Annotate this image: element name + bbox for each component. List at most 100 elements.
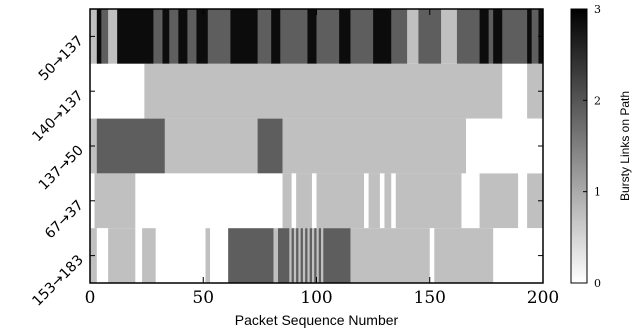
heatmap-cell (96, 9, 102, 64)
heatmap-cell (311, 173, 317, 229)
heatmap-cell (309, 228, 313, 283)
heatmap-cell (257, 9, 272, 64)
heatmap-cell (391, 173, 397, 229)
heatmap-cell (531, 9, 539, 64)
heatmap-cell (493, 9, 503, 64)
heatmap-cell (153, 9, 163, 64)
heatmap-cell (350, 228, 431, 283)
heatmap-cell (527, 63, 544, 119)
heatmap-cells (90, 9, 544, 283)
heatmap-cell (441, 9, 458, 64)
heatmap-cell (296, 173, 313, 229)
heatmap-cell (155, 228, 206, 283)
heatmap-cell (291, 173, 297, 229)
heatmap-cell (298, 228, 302, 283)
heatmap-cell (316, 173, 365, 229)
y-tick-label: 50→137 (36, 33, 87, 84)
heatmap-cell (434, 228, 494, 283)
colorbar-tick-label: 1 (594, 186, 601, 199)
heatmap-cell (196, 9, 209, 64)
x-tick-label: 200 (527, 288, 559, 308)
colorbar-label: Bursty Links on Path (618, 91, 632, 201)
heatmap-cell (162, 9, 170, 64)
heatmap-cell (108, 9, 118, 64)
heatmap-cell (321, 228, 324, 283)
x-tick-label: 150 (414, 288, 446, 308)
heatmap-cell (502, 9, 528, 64)
y-tick-label: 137→50 (36, 143, 87, 194)
heatmap-cell (305, 228, 308, 283)
heatmap-cell (117, 9, 154, 64)
heatmap-cell (379, 173, 385, 229)
x-tick-label: 0 (85, 288, 96, 308)
y-tick-label: 67→37 (42, 197, 87, 242)
heatmap-cell (142, 228, 157, 283)
heatmap-cell (101, 9, 109, 64)
heatmap-cell (96, 118, 166, 174)
heatmap-cell (135, 228, 143, 283)
heatmap-cell (518, 173, 528, 229)
heatmap-cell (273, 228, 279, 283)
heatmap-cell (373, 9, 392, 64)
heatmap-cell (90, 63, 145, 119)
heatmap-cell (350, 9, 374, 64)
heatmap-cell (307, 228, 311, 283)
heatmap-cell (318, 228, 322, 283)
heatmap-cell (207, 9, 231, 64)
heatmap-cell (230, 9, 259, 64)
heatmap-cell (205, 228, 211, 283)
heatmap-cell (479, 173, 519, 229)
heatmap-cell (144, 63, 503, 119)
colorbar (570, 8, 588, 284)
x-axis-label: Packet Sequence Number (235, 312, 399, 328)
heatmap-cell (289, 228, 292, 283)
heatmap-cell (493, 228, 544, 283)
colorbar-tick-label: 3 (594, 3, 601, 16)
heatmap-cell (364, 173, 369, 229)
heatmap-cell (178, 9, 188, 64)
heatmap-cell (94, 173, 136, 229)
heatmap-cell (307, 9, 317, 64)
heatmap-cell (488, 9, 494, 64)
heatmap-cell (210, 228, 229, 283)
heatmap-cell (164, 118, 259, 174)
heatmap-cell (418, 9, 442, 64)
heatmap-cell (323, 228, 351, 283)
heatmap-cell (187, 9, 197, 64)
heatmap-cell (302, 228, 306, 283)
heatmap-cell (271, 9, 281, 64)
heatmap-cell (395, 173, 462, 229)
heatmap-cell (291, 228, 295, 283)
heatmap-cell (479, 9, 490, 64)
heatmap-cell (456, 9, 480, 64)
heatmap-cell (293, 228, 297, 283)
heatmap-cell (96, 228, 109, 283)
y-tick-label: 153→183 (29, 252, 86, 309)
heatmap-cell (316, 9, 340, 64)
heatmap-cell (300, 228, 304, 283)
heatmap-cell (461, 173, 480, 229)
heatmap-cell (368, 173, 381, 229)
heatmap-cell (407, 9, 419, 64)
heatmap-cell (228, 228, 274, 283)
heatmap-cell (108, 228, 136, 283)
heatmap-cell (384, 173, 392, 229)
heatmap-cell (316, 228, 320, 283)
x-tick-label: 100 (300, 288, 332, 308)
x-tick-label: 50 (192, 288, 214, 308)
colorbar-tick-label: 2 (594, 94, 601, 107)
heatmap-cell (429, 228, 435, 283)
heatmap-cell (527, 173, 544, 229)
heatmap-cell (502, 63, 528, 119)
heatmap-cell (169, 9, 179, 64)
heatmap-cell (135, 173, 283, 229)
heatmap-cell (314, 228, 317, 283)
heatmap-cell (278, 228, 290, 283)
heatmap-cell (257, 118, 283, 174)
heatmap-cell (280, 9, 308, 64)
heatmap-cell (311, 228, 315, 283)
heatmap-cell (527, 9, 533, 64)
heatmap-cell (282, 173, 292, 229)
colorbar-tick-label: 0 (594, 277, 601, 290)
